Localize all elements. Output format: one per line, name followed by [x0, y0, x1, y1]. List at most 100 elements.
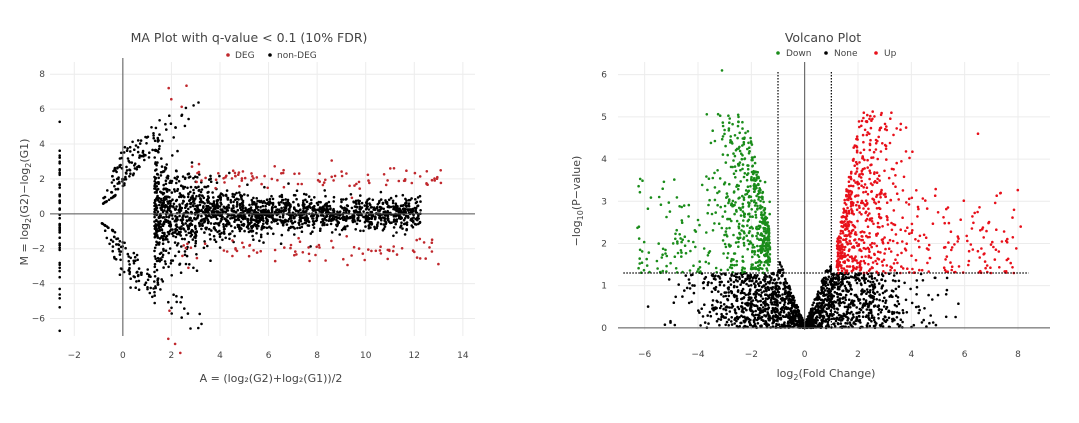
ma-point-non-deg [210, 229, 213, 232]
ma-point-non-deg [216, 210, 220, 213]
ma-point-non-deg [399, 226, 402, 229]
ma-point-non-deg [236, 208, 240, 212]
ma-point-non-deg [163, 233, 166, 236]
volcano-point-none [832, 294, 835, 298]
volcano-point-none [782, 323, 786, 326]
volcano-point-down [728, 226, 731, 230]
ma-x-tick-label: 4 [217, 351, 223, 361]
ma-point-non-deg [195, 194, 198, 198]
ma-point-non-deg [233, 193, 237, 196]
volcano-point-none [928, 321, 931, 325]
ma-point-non-deg [276, 218, 279, 222]
volcano-point-none [834, 276, 838, 279]
ma-point-non-deg [164, 203, 167, 207]
volcano-point-none [789, 298, 792, 301]
ma-point-non-deg [350, 206, 354, 210]
volcano-point-down [758, 259, 762, 263]
ma-point-non-deg [172, 205, 175, 209]
volcano-point-down [756, 232, 760, 235]
volcano-point-none [775, 295, 778, 298]
ma-point-non-deg [302, 192, 306, 196]
volcano-point-none [687, 301, 691, 305]
volcano-point-none [846, 280, 849, 284]
volcano-point-none [734, 278, 738, 282]
volcano-point-none [720, 272, 723, 276]
volcano-point-down [684, 251, 688, 255]
volcano-point-down [751, 227, 754, 230]
volcano-point-down [741, 127, 744, 130]
volcano-point-none [869, 280, 872, 284]
ma-point-non-deg [243, 193, 246, 196]
ma-point-non-deg [392, 234, 395, 238]
ma-point-non-deg [153, 180, 156, 183]
ma-point-non-deg [414, 201, 418, 205]
ma-x-tick-label: 8 [314, 351, 320, 361]
volcano-point-none [746, 274, 750, 277]
volcano-point-down [728, 182, 731, 186]
volcano-point-none [755, 318, 759, 322]
volcano-point-none [764, 307, 767, 311]
ma-point-non-deg [128, 263, 131, 266]
volcano-point-down [665, 254, 669, 258]
volcano-point-down [721, 135, 725, 138]
volcano-point-down [706, 254, 710, 257]
ma-point-deg [301, 251, 305, 254]
volcano-point-down [718, 177, 722, 180]
volcano-point-down [761, 239, 764, 242]
ma-point-non-deg [416, 196, 420, 199]
ma-point-non-deg [199, 197, 202, 200]
volcano-point-down [745, 234, 748, 238]
ma-point-non-deg [232, 206, 235, 209]
volcano-point-down [747, 242, 751, 246]
ma-point-non-deg [305, 218, 309, 222]
ma-point-non-deg [129, 277, 132, 281]
ma-point-deg [217, 172, 220, 175]
ma-point-non-deg [274, 205, 278, 209]
ma-point-non-deg [232, 210, 235, 213]
ma-point-non-deg [166, 219, 170, 223]
volcano-point-down [713, 222, 716, 225]
volcano-point-none [897, 279, 901, 283]
ma-point-non-deg [176, 187, 180, 191]
ma-point-non-deg [354, 228, 358, 231]
ma-point-non-deg [164, 122, 167, 126]
volcano-point-none [811, 310, 814, 313]
ma-point-non-deg [279, 242, 283, 245]
volcano-point-down [734, 176, 737, 179]
volcano-point-down [747, 189, 751, 193]
volcano-point-down [668, 210, 672, 213]
volcano-point-down [747, 141, 750, 145]
ma-point-non-deg [160, 157, 163, 160]
ma-point-deg [223, 181, 226, 184]
ma-point-non-deg [336, 223, 340, 226]
ma-point-non-deg [116, 237, 120, 240]
volcano-point-none [778, 268, 782, 272]
volcano-point-none [936, 293, 940, 297]
volcano-point-none [831, 278, 834, 282]
volcano-point-none [756, 305, 759, 308]
ma-point-non-deg [419, 209, 422, 212]
volcano-point-none [727, 288, 730, 291]
ma-point-non-deg [315, 201, 319, 205]
ma-point-non-deg [218, 235, 222, 239]
ma-point-non-deg [371, 198, 375, 202]
volcano-point-none [768, 282, 771, 285]
volcano-point-none [819, 292, 823, 295]
ma-point-non-deg [169, 122, 173, 125]
volcano-point-none [855, 315, 858, 319]
volcano-point-down [736, 187, 740, 191]
ma-point-non-deg [156, 210, 160, 213]
volcano-point-down [711, 129, 714, 132]
ma-point-non-deg [186, 186, 189, 190]
ma-point-deg [418, 175, 422, 178]
ma-point-non-deg [162, 196, 166, 200]
ma-point-non-deg [247, 230, 251, 234]
ma-point-non-deg [192, 104, 195, 107]
ma-point-non-deg [270, 207, 274, 211]
volcano-point-down [758, 238, 761, 241]
ma-point-non-deg [204, 226, 207, 230]
ma-point-non-deg [124, 246, 127, 250]
ma-point-non-deg [404, 201, 408, 205]
ma-point-non-deg [178, 207, 182, 211]
ma-point-non-deg [161, 205, 164, 208]
